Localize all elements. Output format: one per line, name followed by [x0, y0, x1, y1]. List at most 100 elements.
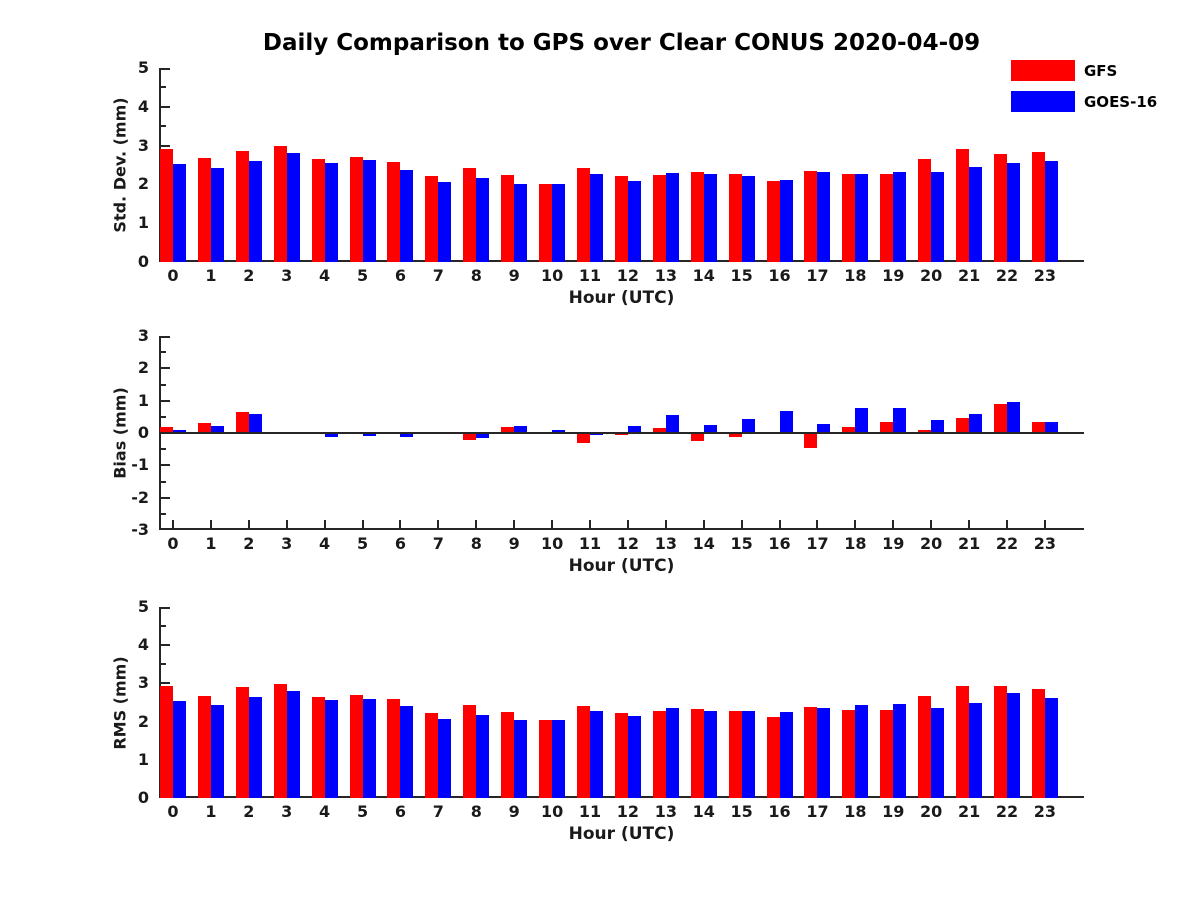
- x-tick: [513, 520, 516, 528]
- y-minor-tick: [161, 415, 166, 418]
- bar-goes-16-hour-2: [248, 414, 262, 433]
- x-tick-label: 18: [844, 534, 867, 553]
- subplot-rms: 0 1 2 3 4 5 0 1 2 3 4 5 6 7 8 9 10 11 12 13 14 15 16 17 18 19 20 21…: [111, 598, 1084, 844]
- y-minor-tick: [161, 125, 166, 128]
- bar-gfs-hour-3: [273, 683, 287, 798]
- x-tick-label: 19: [882, 802, 905, 821]
- bar-goes-16-hour-6: [400, 705, 414, 798]
- y-axis-label-std-dev: Std. Dev. (mm): [110, 97, 130, 233]
- x-tick-label: 12: [616, 266, 640, 285]
- x-tick-label: 2: [243, 534, 255, 553]
- y-minor-tick: [161, 625, 166, 628]
- x-tick-label: 6: [394, 266, 407, 285]
- bar-goes-16-hour-12: [627, 716, 641, 798]
- y-tick-label: 2: [137, 174, 149, 194]
- bar-goes-16-hour-3: [286, 691, 300, 798]
- bar-gfs-hour-11: [577, 168, 590, 262]
- x-tick-label: 10: [540, 802, 564, 821]
- y-minor-tick: [161, 383, 166, 386]
- bar-gfs-hour-12: [614, 176, 628, 262]
- bar-gfs-hour-19: [880, 710, 894, 798]
- bar-goes-16-hour-15: [741, 419, 755, 433]
- bar-gfs-hour-16: [766, 716, 780, 798]
- chart-title: Daily Comparison to GPS over Clear CONUS…: [262, 30, 981, 56]
- x-tick: [702, 520, 705, 528]
- y-major-tick: [161, 682, 170, 685]
- bar-goes-16-hour-22: [1007, 162, 1021, 262]
- bar-gfs-hour-8: [463, 433, 477, 441]
- x-tick: [626, 520, 629, 528]
- bar-goes-16-hour-21: [969, 414, 983, 433]
- bar-gfs-hour-4: [311, 697, 325, 798]
- x-tick: [323, 520, 326, 528]
- x-tick-label: 1: [205, 534, 217, 553]
- x-tick: [437, 520, 440, 528]
- bar-goes-16-hour-19: [893, 171, 907, 262]
- x-tick: [968, 520, 971, 528]
- bar-gfs-hour-13: [652, 428, 666, 433]
- bar-goes-16-hour-10: [552, 429, 566, 433]
- bar-goes-16-hour-3: [286, 153, 300, 262]
- bar-gfs-hour-11: [577, 705, 590, 798]
- subplot-std-dev: 0 1 2 3 4 5 0 1 2 3 4 5 6 7 8 9 10 11 12 13 14 15 16 17 18 19 20 21…: [111, 59, 1084, 308]
- x-tick-label: 23: [1033, 534, 1057, 553]
- x-tick-label: 19: [882, 266, 905, 285]
- bar-goes-16-hour-16: [779, 712, 793, 798]
- x-tick-label: 17: [806, 534, 829, 553]
- bar-gfs-hour-0: [160, 426, 173, 433]
- bar-goes-16-hour-12: [627, 180, 641, 262]
- bar-gfs-hour-1: [197, 696, 211, 798]
- bar-gfs-hour-14: [690, 708, 704, 798]
- bar-gfs-hour-22: [994, 403, 1008, 433]
- y-tick-label: 3: [137, 673, 149, 693]
- bar-goes-16-hour-23: [1044, 697, 1058, 798]
- bar-goes-16-hour-12: [627, 425, 641, 433]
- y-tick-label: 5: [137, 597, 149, 616]
- x-tick-label: 8: [470, 534, 482, 553]
- x-tick-label: 15: [730, 802, 753, 821]
- bar-gfs-hour-3: [273, 145, 287, 262]
- y-major-tick: [161, 144, 170, 147]
- bar-goes-16-hour-6: [400, 169, 414, 262]
- bar-goes-16-hour-0: [173, 700, 186, 798]
- bar-goes-16-hour-19: [893, 704, 907, 798]
- x-tick-label: 10: [540, 534, 564, 553]
- bar-gfs-hour-14: [690, 171, 704, 262]
- x-tick-label: 0: [167, 802, 179, 821]
- bar-goes-16-hour-18: [855, 173, 869, 262]
- bar-goes-16-hour-0: [173, 430, 186, 433]
- x-tick-label: 6: [394, 802, 407, 821]
- y-tick-label: -3: [131, 520, 149, 539]
- x-axis-line: [159, 528, 1084, 530]
- x-tick-label: 20: [920, 534, 943, 553]
- bar-gfs-hour-5: [349, 695, 363, 798]
- x-tick: [285, 520, 288, 528]
- bar-gfs-hour-2: [235, 151, 249, 262]
- bar-gfs-hour-8: [463, 168, 477, 262]
- bar-goes-16-hour-4: [324, 699, 338, 798]
- bar-gfs-hour-12: [614, 713, 628, 798]
- bar-goes-16-hour-17: [817, 423, 831, 433]
- y-major-tick: [161, 496, 170, 499]
- x-tick-label: 16: [768, 266, 791, 285]
- bar-goes-16-hour-9: [514, 183, 528, 262]
- bar-gfs-hour-17: [804, 171, 818, 262]
- bar-gfs-hour-4: [311, 159, 325, 262]
- x-tick-label: 9: [508, 802, 520, 821]
- x-tick: [361, 520, 364, 528]
- bar-gfs-hour-5: [349, 157, 363, 262]
- bar-goes-16-hour-1: [210, 425, 224, 433]
- x-tick-label: 3: [281, 534, 293, 553]
- y-tick-label: 2: [137, 711, 149, 731]
- bar-goes-16-hour-14: [703, 424, 717, 433]
- y-tick-label: 4: [137, 635, 149, 655]
- x-tick-label: 15: [730, 266, 753, 285]
- x-tick-label: 17: [806, 802, 829, 821]
- y-major-tick: [161, 528, 170, 530]
- legend: GFS GOES-16: [1011, 60, 1157, 112]
- bar-goes-16-hour-14: [703, 711, 717, 798]
- bar-goes-16-hour-7: [438, 181, 452, 262]
- y-tick-label: 1: [137, 390, 149, 410]
- x-tick: [664, 520, 667, 528]
